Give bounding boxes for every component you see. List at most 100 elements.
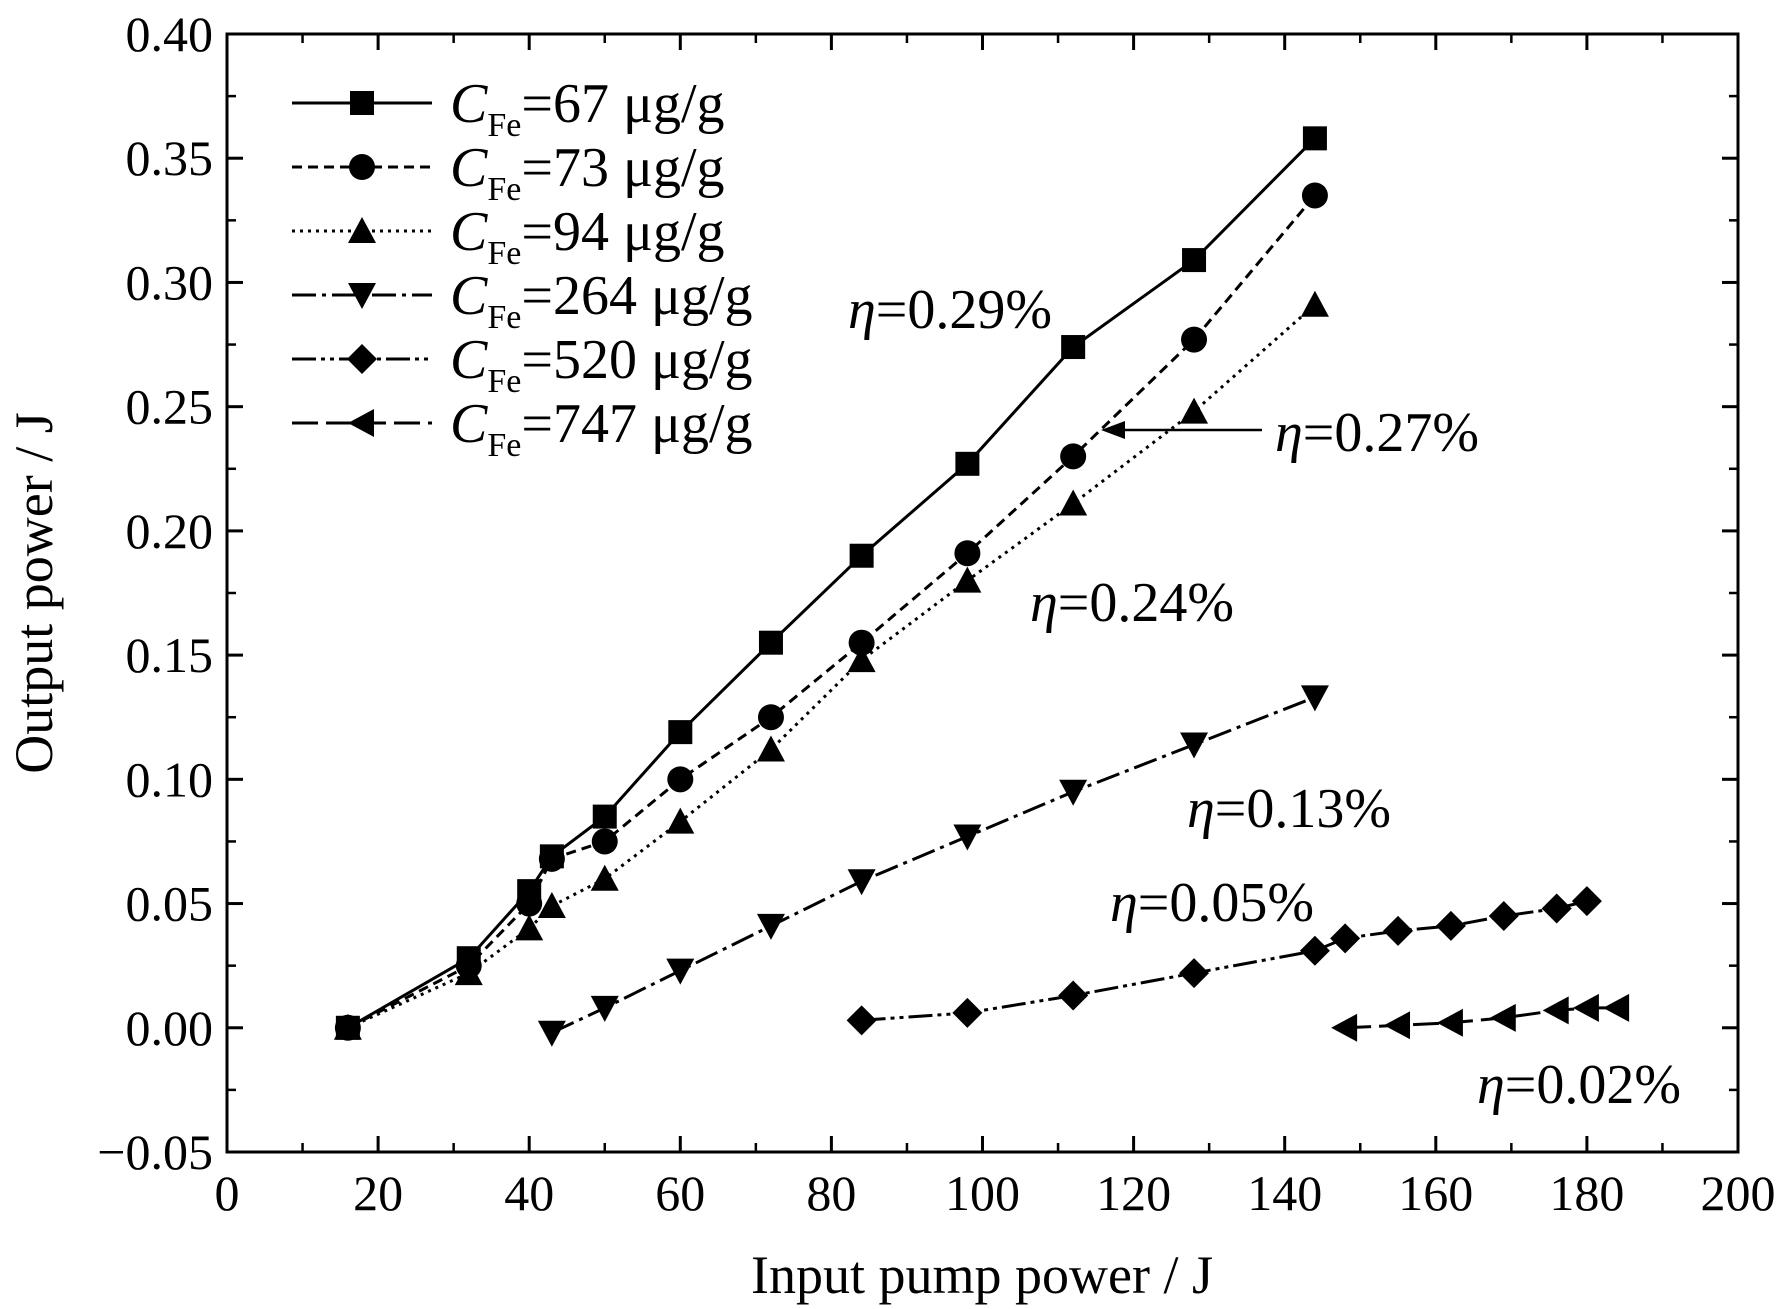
x-axis-title: Input pump power / J	[751, 1245, 1213, 1305]
data-point-triangle-left	[1603, 993, 1630, 1022]
data-point-diamond	[1488, 900, 1519, 931]
data-point-circle	[516, 890, 543, 917]
y-tick-label: 0.40	[126, 6, 214, 62]
y-tick-label: 0.05	[126, 876, 214, 932]
data-point-diamond	[1179, 958, 1210, 989]
data-point-triangle-left	[1436, 1008, 1463, 1037]
series-line	[347, 194, 1317, 1030]
efficiency-annotation: η=0.13%	[1187, 778, 1391, 840]
data-point-triangle-down	[756, 913, 785, 940]
data-point-triangle-up	[537, 892, 566, 919]
data-point-triangle-left	[1384, 1011, 1411, 1040]
data-point-triangle-left	[1572, 993, 1599, 1022]
x-tick-label: 60	[655, 1165, 705, 1221]
data-point-triangle-down	[537, 1020, 566, 1047]
legend-item: CFe=94 μg/g	[292, 201, 725, 272]
data-point-triangle-down	[1300, 685, 1329, 712]
series-6	[1331, 993, 1630, 1042]
y-axis-title: Output power / J	[4, 412, 64, 773]
data-point-triangle-up	[666, 807, 695, 834]
data-point-triangle-down	[590, 995, 619, 1022]
data-point-triangle-down	[666, 958, 695, 985]
data-point-square	[1182, 248, 1207, 273]
data-point-diamond	[1541, 893, 1572, 924]
data-point-square	[758, 630, 783, 655]
data-point-square	[955, 451, 980, 476]
data-point-square	[592, 804, 617, 829]
data-point-square	[1302, 126, 1327, 151]
legend-label: CFe=73 μg/g	[450, 137, 725, 208]
data-point-diamond	[1435, 910, 1466, 941]
data-point-circle	[848, 629, 875, 656]
legend-label: CFe=264 μg/g	[450, 265, 753, 336]
y-tick-label: 0.25	[126, 379, 214, 435]
data-point-triangle-up	[1180, 397, 1209, 424]
series-4	[537, 685, 1329, 1047]
y-tick-label: 0.35	[126, 130, 214, 186]
data-point-diamond	[1299, 935, 1330, 966]
data-point-triangle-up	[515, 914, 544, 941]
legend-item: CFe=73 μg/g	[292, 137, 725, 208]
legend-label: CFe=520 μg/g	[450, 329, 753, 400]
legend-item: CFe=747 μg/g	[292, 393, 753, 464]
y-tick-label: 0.10	[126, 751, 214, 807]
data-point-triangle-down	[1180, 732, 1209, 759]
data-point-diamond	[1058, 980, 1089, 1011]
x-tick-label: 200	[1701, 1165, 1776, 1221]
data-point-circle	[954, 540, 981, 567]
x-tick-label: 120	[1096, 1165, 1171, 1221]
data-point-diamond	[846, 1005, 877, 1036]
annotation-arrow-head	[1101, 421, 1125, 439]
series-2	[334, 182, 1328, 1041]
data-point-circle	[667, 766, 694, 793]
x-tick-label: 20	[353, 1165, 403, 1221]
data-point-triangle-up	[756, 735, 785, 762]
data-point-square	[668, 720, 693, 745]
data-point-circle	[1181, 326, 1208, 353]
legend-item: CFe=520 μg/g	[292, 329, 753, 400]
data-point-circle	[757, 704, 784, 731]
efficiency-annotation: η=0.02%	[1477, 1054, 1681, 1116]
data-point-triangle-up	[348, 217, 376, 243]
y-tick-label: −0.05	[97, 1124, 213, 1180]
x-tick-label: 40	[504, 1165, 554, 1221]
data-point-triangle-up	[847, 646, 876, 673]
legend-label: CFe=67 μg/g	[450, 73, 725, 144]
x-tick-label: 180	[1549, 1165, 1624, 1221]
efficiency-annotation: η=0.05%	[1110, 872, 1314, 934]
data-point-square	[849, 543, 874, 568]
y-tick-label: 0.20	[126, 503, 214, 559]
data-point-triangle-up	[454, 959, 483, 986]
data-point-circle	[1301, 182, 1328, 209]
efficiency-annotation: η=0.29%	[848, 279, 1052, 341]
legend-item: CFe=264 μg/g	[292, 265, 753, 336]
data-point-diamond	[1383, 915, 1414, 946]
data-point-circle	[349, 154, 375, 180]
x-tick-label: 0	[215, 1165, 240, 1221]
data-point-diamond	[1330, 923, 1361, 954]
y-tick-label: 0.15	[126, 627, 214, 683]
data-point-triangle-up	[333, 1013, 362, 1040]
data-point-diamond	[1571, 886, 1602, 917]
data-point-triangle-left	[1331, 1013, 1358, 1042]
annotations: η=0.29% η=0.27% η=0.24% η=0.13% η=0.05% η=0.0…	[848, 279, 1681, 1116]
series-layer	[333, 126, 1630, 1047]
data-point-square	[1061, 335, 1086, 360]
data-point-triangle-up	[1059, 489, 1088, 516]
y-tick-label: 0.30	[126, 254, 214, 310]
data-point-diamond	[952, 997, 983, 1028]
axis-ticks: 0 20 40 60 80 100 120 140 160 180 200 −0.05 0.00 0.05…	[97, 6, 1775, 1221]
legend-label: CFe=747 μg/g	[450, 393, 753, 464]
data-point-triangle-down	[953, 824, 982, 851]
x-tick-label: 140	[1247, 1165, 1322, 1221]
data-point-triangle-left	[348, 409, 374, 437]
data-point-triangle-down	[348, 283, 376, 309]
series-3	[333, 290, 1329, 1040]
data-point-circle	[1060, 443, 1087, 470]
legend-item: CFe=67 μg/g	[292, 73, 725, 144]
series-5	[846, 886, 1602, 1036]
x-tick-label: 80	[806, 1165, 856, 1221]
